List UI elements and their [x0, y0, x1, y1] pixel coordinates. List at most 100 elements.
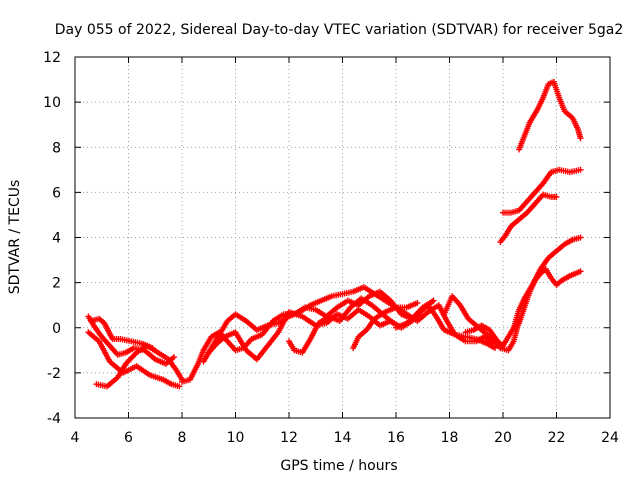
track-markers: [143, 348, 157, 362]
track-markers: [394, 305, 408, 317]
series-arc-8: [286, 295, 397, 356]
track-markers: [215, 335, 227, 346]
track-markers: [95, 381, 108, 389]
track-markers: [405, 300, 419, 310]
track-markers: [187, 362, 201, 381]
track-markers: [255, 323, 269, 333]
track-markers: [351, 284, 366, 294]
track-markers: [140, 341, 154, 351]
track-markers: [309, 298, 323, 308]
track-markers: [527, 279, 538, 293]
track-markers: [370, 303, 385, 316]
track-markers: [100, 335, 112, 348]
track-markers: [506, 326, 516, 338]
track-markers: [542, 192, 553, 200]
track-markers: [464, 338, 478, 345]
track-markers: [525, 202, 537, 215]
track-markers: [170, 381, 181, 389]
track-markers: [560, 273, 572, 283]
track-markers: [498, 233, 508, 244]
series-arc-16: [516, 78, 584, 153]
track-markers: [522, 121, 532, 138]
track-markers: [276, 310, 292, 334]
track-markers: [357, 307, 371, 319]
track-markers: [207, 342, 219, 355]
track-markers: [300, 337, 313, 354]
track-markers: [255, 344, 270, 361]
track-markers: [148, 372, 165, 382]
y-tick-label: 8: [52, 140, 61, 156]
track-markers: [555, 242, 566, 253]
track-markers: [91, 324, 104, 339]
track-markers: [394, 320, 408, 330]
track-markers: [501, 335, 511, 347]
track-markers: [217, 319, 230, 336]
x-tick-label: 12: [280, 430, 298, 446]
track-markers: [503, 225, 513, 237]
track-markers: [330, 291, 344, 299]
track-markers: [135, 364, 152, 378]
track-markers: [563, 109, 574, 120]
track-markers: [540, 83, 551, 99]
y-tick-label: 2: [52, 276, 61, 292]
track-markers: [181, 377, 192, 385]
track-markers: [464, 327, 475, 335]
track-markers: [174, 369, 184, 381]
track-markers: [115, 362, 128, 379]
data-points: [85, 78, 584, 390]
track-markers: [364, 317, 377, 332]
plot-frame: [74, 56, 611, 419]
track-markers: [351, 335, 361, 350]
y-tick-label: 0: [52, 321, 61, 337]
track-markers: [225, 339, 238, 352]
series-arc-13: [516, 266, 584, 327]
track-markers: [516, 306, 527, 325]
track-markers: [298, 303, 312, 314]
track-markers: [415, 303, 430, 316]
x-tick-label: 10: [227, 430, 245, 446]
x-tick-label: 18: [441, 430, 459, 446]
track-markers: [450, 294, 462, 307]
track-markers: [474, 334, 486, 344]
track-markers: [233, 331, 249, 352]
track-markers: [442, 327, 457, 337]
y-tick-label: 6: [52, 185, 61, 201]
track-markers: [195, 349, 206, 365]
y-tick-label: 10: [43, 95, 61, 111]
y-tick-label: 4: [52, 231, 61, 247]
track-markers: [357, 328, 368, 339]
track-markers: [360, 296, 374, 308]
track-markers: [373, 292, 387, 303]
track-markers: [265, 330, 280, 348]
track-markers: [362, 285, 376, 296]
track-markers: [116, 350, 127, 358]
x-tick-label: 8: [178, 430, 187, 446]
track-markers: [108, 344, 120, 357]
track-markers: [510, 207, 521, 216]
track-markers: [541, 170, 554, 185]
track-markers: [287, 309, 304, 319]
track-markers: [124, 345, 136, 355]
series-arc-4: [88, 315, 156, 352]
track-markers: [509, 217, 521, 228]
track-markers: [533, 181, 545, 194]
track-markers: [516, 297, 527, 311]
track-markers: [458, 303, 471, 321]
y-tick-label: 12: [43, 50, 61, 66]
track-markers: [86, 330, 101, 343]
track-markers: [533, 193, 545, 206]
track-markers: [563, 237, 574, 247]
track-markers: [571, 235, 582, 243]
track-markers: [405, 312, 419, 325]
track-markers: [525, 190, 537, 203]
track-markers: [487, 328, 500, 343]
track-markers: [517, 199, 529, 212]
x-axis-label: GPS time / hours: [280, 458, 397, 474]
track-markers: [102, 321, 115, 341]
track-markers: [480, 323, 492, 333]
y-tick-label: -2: [47, 366, 61, 382]
track-markers: [293, 347, 304, 356]
x-tick-label: 22: [548, 430, 566, 446]
track-markers: [522, 290, 533, 309]
